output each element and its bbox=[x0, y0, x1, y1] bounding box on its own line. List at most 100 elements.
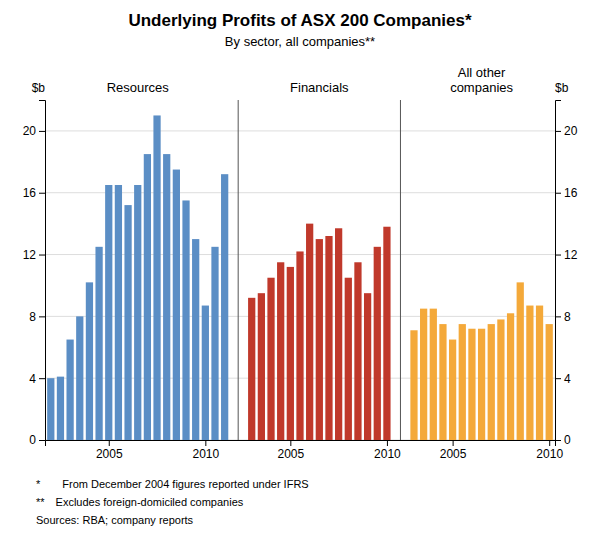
tick-mark bbox=[555, 378, 561, 379]
tick-label: 8 bbox=[29, 310, 36, 324]
section-label: All othercompanies bbox=[450, 65, 513, 95]
y2-axis: 0 4 8 12 16 20 bbox=[555, 101, 578, 448]
chart: Underlying Profits of ASX 200 Companies*… bbox=[0, 0, 600, 546]
tick-label: 0 bbox=[564, 433, 571, 447]
tick-label: 2010 bbox=[192, 447, 219, 461]
tick-label: 16 bbox=[23, 186, 37, 200]
tick-label: 20 bbox=[564, 124, 578, 138]
section-label: Resources bbox=[107, 80, 170, 95]
title: Underlying Profits of ASX 200 Companies* bbox=[128, 11, 472, 30]
bar bbox=[345, 278, 352, 440]
divider bbox=[238, 100, 239, 440]
tick-label: 2005 bbox=[96, 447, 123, 461]
bar bbox=[478, 329, 485, 440]
bar bbox=[182, 200, 189, 440]
grid-line bbox=[45, 130, 555, 131]
tick: 4 bbox=[555, 372, 571, 386]
tick: 2005 bbox=[440, 440, 467, 461]
tick-mark bbox=[453, 440, 454, 446]
axis-line bbox=[46, 441, 556, 447]
tick-label: 4 bbox=[564, 372, 571, 386]
tick-label: 16 bbox=[564, 186, 578, 200]
subtitle: By sector, all companies** bbox=[225, 34, 375, 49]
tick-mark bbox=[555, 440, 561, 441]
bar bbox=[364, 293, 371, 440]
bar bbox=[202, 306, 209, 440]
tick-mark bbox=[555, 316, 561, 317]
bar bbox=[153, 115, 160, 440]
tick-label: 8 bbox=[564, 310, 571, 324]
bar bbox=[468, 329, 475, 440]
section-label: Financials bbox=[290, 80, 349, 95]
tick-mark bbox=[39, 316, 45, 317]
bar bbox=[459, 324, 466, 440]
bar bbox=[430, 309, 437, 440]
tick: 2010 bbox=[374, 440, 401, 461]
footnote: ** Excludes foreign-domiciled companies bbox=[36, 496, 244, 508]
tick-label: 12 bbox=[23, 248, 37, 262]
tick-mark bbox=[109, 440, 110, 446]
bar bbox=[325, 236, 332, 440]
bar bbox=[258, 293, 265, 440]
tick-mark bbox=[555, 255, 561, 256]
bar bbox=[410, 330, 417, 440]
bar bbox=[526, 306, 533, 440]
bar bbox=[306, 224, 313, 440]
tick-label: 12 bbox=[564, 248, 578, 262]
bar bbox=[488, 324, 495, 440]
tick-label: 2010 bbox=[536, 447, 563, 461]
tick-mark bbox=[39, 193, 45, 194]
tick: 16 bbox=[23, 186, 45, 200]
bar-series bbox=[47, 115, 228, 440]
tick: 0 bbox=[29, 433, 45, 447]
tick-label: 2010 bbox=[374, 447, 401, 461]
bar-series bbox=[248, 224, 390, 440]
bar bbox=[267, 278, 274, 440]
tick-label: 2005 bbox=[277, 447, 304, 461]
bar bbox=[287, 267, 294, 440]
bar bbox=[124, 205, 131, 440]
bar bbox=[536, 306, 543, 440]
bar bbox=[211, 247, 218, 440]
x-axis: 2005 2010 2005 2010 2005 2010 bbox=[46, 440, 564, 461]
axis-line bbox=[39, 101, 46, 441]
bar bbox=[47, 378, 54, 440]
tick: 8 bbox=[29, 310, 45, 324]
tick-mark bbox=[39, 255, 45, 256]
tick: 20 bbox=[23, 124, 45, 138]
tick: 2005 bbox=[277, 440, 304, 461]
bar bbox=[66, 340, 73, 440]
footnote: Sources: RBA; company reports bbox=[36, 514, 194, 526]
bar-series bbox=[410, 282, 552, 440]
y-axis: 0 4 8 12 16 20 bbox=[23, 101, 46, 448]
tick: 8 bbox=[555, 310, 571, 324]
bar bbox=[420, 309, 427, 440]
bar bbox=[95, 247, 102, 440]
bar bbox=[277, 262, 284, 440]
tick: 0 bbox=[555, 433, 571, 447]
tick: 4 bbox=[29, 372, 45, 386]
tick-label: 4 bbox=[29, 372, 36, 386]
bar bbox=[76, 316, 83, 440]
bar bbox=[316, 239, 323, 440]
bar bbox=[546, 324, 553, 440]
bar bbox=[163, 154, 170, 440]
bar bbox=[374, 247, 381, 440]
tick-label: 20 bbox=[23, 124, 37, 138]
bar bbox=[517, 282, 524, 440]
tick-label: 0 bbox=[29, 433, 36, 447]
bar bbox=[115, 185, 122, 440]
bar bbox=[86, 282, 93, 440]
tick-mark bbox=[205, 440, 206, 446]
tick: 12 bbox=[23, 248, 45, 262]
bar bbox=[497, 319, 504, 440]
tick: 16 bbox=[555, 186, 578, 200]
tick: 2010 bbox=[192, 440, 219, 461]
tick: 12 bbox=[555, 248, 578, 262]
tick-mark bbox=[555, 131, 561, 132]
bar bbox=[134, 185, 141, 440]
bar bbox=[173, 170, 180, 440]
bar bbox=[57, 377, 64, 440]
bar bbox=[105, 185, 112, 440]
bar bbox=[248, 298, 255, 440]
